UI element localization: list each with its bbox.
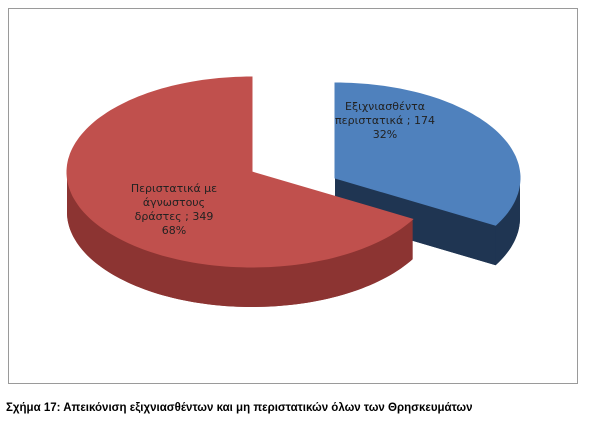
slice-label: Εξιχνιασθέντα περιστατικά ; 174 32% [330, 100, 440, 142]
label-value: 349 [192, 210, 214, 223]
slice-wall [335, 178, 496, 266]
label-category: Εξιχνιασθέντα περιστατικά [335, 100, 425, 127]
label-value: 174 [413, 114, 435, 127]
label-percent: 32% [372, 128, 398, 141]
slice-side [67, 172, 413, 307]
label-separator: ; [403, 114, 414, 127]
slice [334, 82, 521, 226]
caption: Σχήμα 17: Απεικόνιση εξιχνιασθέντων και … [6, 402, 473, 414]
label-separator: ; [181, 210, 193, 223]
label-category: Περιστατικά με άγνωστους δράστες [130, 182, 218, 223]
slice [66, 76, 414, 268]
label-percent: 68% [161, 224, 187, 237]
slice-label: Περιστατικά με άγνωστους δράστες ; 349 6… [120, 182, 228, 238]
slice-side [495, 178, 520, 266]
chart-frame [8, 8, 578, 384]
